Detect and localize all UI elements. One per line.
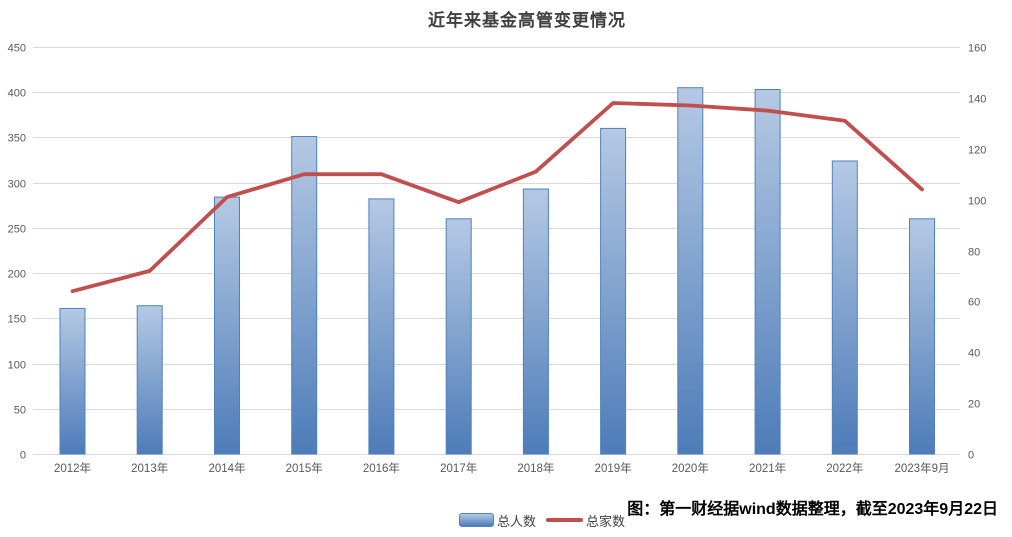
right-axis-tick-label: 100: [968, 196, 986, 208]
legend-item-line: 总家数: [540, 511, 625, 530]
left-axis-tick-label: 150: [8, 314, 26, 326]
x-axis-tick-label: 2016年: [363, 461, 400, 475]
left-axis-tick-label: 0: [20, 450, 26, 462]
x-axis-tick-label: 2017年: [440, 461, 477, 475]
right-axis-tick-label: 80: [968, 247, 980, 259]
left-axis-tick-label: 400: [8, 88, 26, 100]
line-series: [70, 101, 924, 294]
right-axis-tick-label: 120: [968, 145, 986, 157]
gridlines: [33, 47, 960, 455]
legend: 总人数 总家数: [72, 509, 1012, 531]
left-axis-tick-label: 200: [8, 269, 26, 281]
bar-series: [59, 87, 935, 455]
bar-2013年: [136, 305, 163, 455]
bar-2018年: [522, 188, 549, 455]
x-axis-tick-label: 2021年: [749, 461, 786, 475]
legend-item-bar: 总人数: [458, 511, 536, 530]
left-axis-tick-label: 100: [8, 360, 26, 372]
right-axis-tick-label: 0: [968, 450, 974, 462]
x-axis-tick-label: 2012年: [54, 461, 91, 475]
right-axis-tick-label: 20: [968, 399, 980, 411]
legend-bar-label: 总人数: [496, 513, 536, 529]
x-axis-tick-label: 2022年: [826, 461, 863, 475]
left-axis-tick-label: 50: [14, 405, 26, 417]
bar-2014年: [214, 196, 240, 455]
right-axis-tick-label: 160: [968, 43, 986, 55]
right-axis-tick-label: 40: [968, 348, 980, 360]
left-axis-tick-label: 250: [8, 224, 26, 236]
x-axis-tick-label: 2018年: [517, 461, 554, 475]
legend-line-label: 总家数: [586, 513, 626, 529]
x-axis-tick-label: 2020年: [672, 461, 709, 475]
bar-2023年9月: [909, 218, 935, 455]
bar-2012年: [59, 307, 86, 455]
bar-2017年: [445, 218, 472, 455]
bar-2020年: [677, 87, 704, 455]
source-caption: 图：第一财经据wind数据整理，截至2023年9月22日: [627, 501, 998, 518]
left-axis-tick-label: 300: [8, 179, 26, 191]
bar-2021年: [754, 89, 781, 455]
line-series-swatch-icon: [546, 518, 583, 522]
x-axis-tick-label: 2023年9月: [895, 461, 950, 475]
x-axis-tick-label: 2019年: [595, 461, 632, 475]
x-axis-tick-label: 2015年: [286, 461, 323, 475]
right-axis-tick-label: 140: [968, 94, 986, 106]
chart-title: 近年来基金高管变更情况: [428, 11, 626, 30]
left-axis-tick-label: 450: [8, 43, 26, 55]
left-axis-tick-labels: 450 400 350 300 250 200 150 100 50 0: [8, 43, 26, 462]
bar-2022年: [831, 160, 858, 455]
bar-series-swatch-icon: [458, 513, 494, 527]
right-axis-tick-labels: 160 140 120 100 80 60 40 20 0: [968, 43, 986, 462]
left-axis-tick-label: 350: [8, 133, 26, 145]
bar-2015年: [291, 136, 318, 455]
bar-2019年: [600, 127, 627, 455]
bar-2016年: [368, 198, 395, 455]
x-axis-tick-labels: 2012年 2013年 2014年 2015年 2016年 2017年 2018年 2019年…: [54, 461, 950, 475]
x-axis-tick-label: 2013年: [131, 461, 168, 475]
right-axis-tick-label: 60: [968, 297, 980, 309]
x-axis-tick-label: 2014年: [208, 461, 245, 475]
